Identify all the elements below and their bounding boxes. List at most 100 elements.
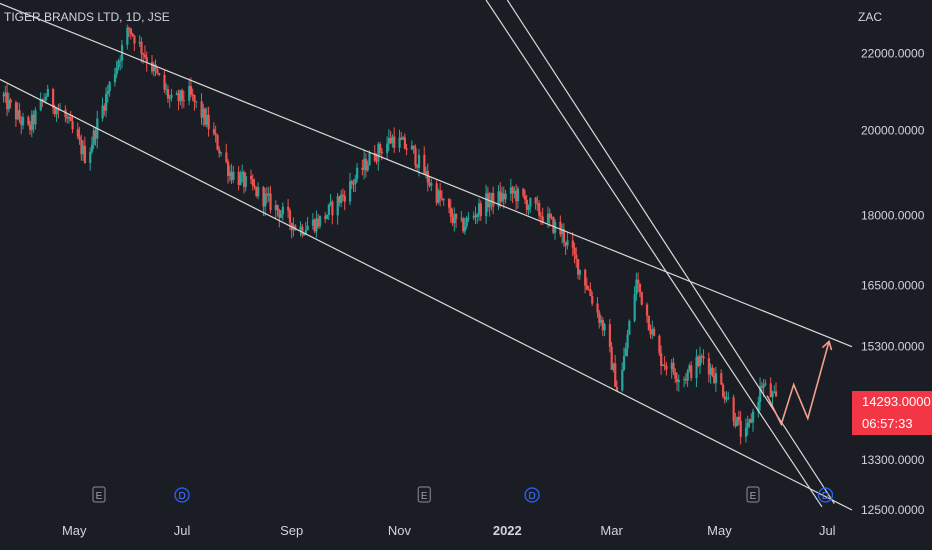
candle-body [380, 151, 384, 154]
candle-body [536, 203, 539, 205]
candle-body [467, 217, 470, 219]
candle-body [501, 193, 504, 202]
candle-body [499, 191, 502, 202]
earnings-marker[interactable]: E [417, 486, 431, 503]
candle-body [170, 94, 173, 98]
candle-body [757, 401, 760, 412]
projection-path[interactable] [766, 339, 833, 427]
candle-body [435, 183, 438, 203]
candle-body [18, 110, 21, 120]
candle-body [267, 193, 270, 196]
candle-body [603, 324, 606, 331]
projection-line[interactable] [766, 341, 830, 427]
candle-body [451, 216, 454, 224]
candle-body [237, 171, 240, 186]
candle-body [732, 397, 735, 422]
candle-body [584, 269, 587, 286]
dividend-marker[interactable]: D [174, 487, 190, 503]
candle-body [465, 218, 468, 227]
dividend-marker-label: D [178, 491, 185, 502]
candle-body [218, 149, 221, 154]
candle-body [352, 183, 355, 185]
candle-body [133, 35, 136, 44]
dividend-marker-frame [174, 487, 190, 503]
channel-upper[interactable] [0, 2, 853, 348]
candle-body [490, 192, 493, 202]
candle-body [21, 116, 25, 126]
candle-body [522, 188, 525, 196]
price-axis[interactable]: 22000.0000 20000.0000 18000.0000 16500.0000… [861, 46, 925, 517]
candle-body [405, 148, 408, 150]
candle-body [633, 294, 636, 321]
candle-body [105, 93, 108, 111]
projection-arrowhead[interactable] [821, 339, 833, 351]
candle-body [587, 289, 590, 291]
candle-body [529, 197, 532, 207]
candle-body [264, 193, 267, 207]
candle-body [578, 269, 581, 275]
candle-body [769, 383, 772, 398]
candle-body [43, 99, 46, 101]
candle-body [440, 198, 444, 200]
candle-body [492, 192, 495, 207]
candle-body [366, 165, 369, 171]
candle-body [488, 201, 491, 208]
current-price: 14293.0000 [862, 393, 931, 409]
earnings-marker-frame [746, 486, 760, 503]
candle-body [750, 419, 753, 423]
candle-body [356, 167, 359, 179]
steep-line-1[interactable] [485, 0, 823, 508]
time-tick-label: May [62, 523, 87, 538]
candle-body [94, 130, 97, 139]
candle-body [262, 187, 265, 207]
earnings-marker[interactable]: E [746, 486, 760, 503]
candle-body [752, 411, 755, 423]
candle-body [759, 386, 762, 402]
earnings-marker-frame [92, 486, 106, 503]
candle-body [39, 99, 42, 111]
candle-body [191, 94, 194, 96]
candle-body [736, 416, 739, 427]
candle-body [739, 420, 742, 437]
candle-body [428, 182, 431, 186]
candle-body [101, 105, 104, 119]
candle-body [158, 73, 161, 75]
candle-body [156, 69, 159, 74]
candle-body [138, 41, 141, 44]
candle-body [115, 67, 118, 75]
candle-body [294, 225, 297, 230]
candle-body [478, 203, 481, 214]
candle-body [338, 196, 341, 203]
candle-body [559, 221, 562, 235]
dividend-marker[interactable]: D [817, 487, 834, 503]
candle-body [651, 328, 654, 335]
dividend-marker-label: D [822, 491, 829, 502]
candle-body [566, 240, 569, 246]
candle-body [591, 296, 594, 304]
candle-body [7, 99, 11, 110]
time-tick-label: Mar [600, 523, 623, 538]
candle-body [14, 102, 18, 120]
dividend-marker[interactable]: D [524, 487, 540, 503]
dividend-marker-frame [524, 487, 540, 503]
time-axis[interactable]: May Jul Sep Nov 2022 Mar May Jul [62, 523, 836, 538]
time-tick-label: Sep [280, 523, 303, 538]
earnings-marker-label: E [421, 491, 428, 502]
candle-body [318, 215, 322, 227]
candle-body [151, 62, 154, 72]
candle-body [168, 97, 171, 99]
candle-body [527, 206, 530, 211]
earnings-marker[interactable]: E [92, 486, 106, 503]
candle-body [232, 171, 235, 180]
candle-body [255, 186, 258, 197]
candle-body [426, 171, 429, 183]
channel-lower[interactable] [0, 78, 853, 511]
candle-body [585, 285, 589, 290]
candle-body [727, 397, 730, 399]
candle-body [417, 154, 421, 168]
candle-body [442, 199, 445, 201]
time-tick-label: Jul [819, 523, 836, 538]
earnings-marker-label: E [96, 491, 103, 502]
